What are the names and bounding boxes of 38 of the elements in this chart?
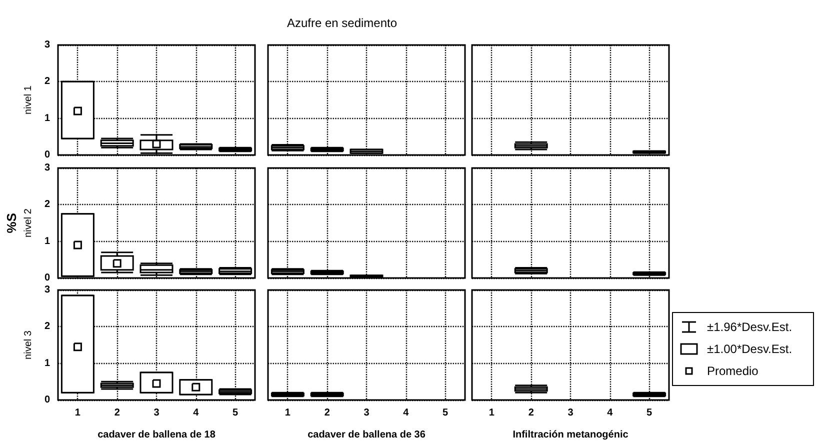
y-tick-label: 2 bbox=[44, 76, 50, 88]
y-tick-label: 0 bbox=[44, 150, 50, 160]
x-tick-label: 3 bbox=[364, 408, 370, 418]
y-axis-title: nivel 1 bbox=[23, 85, 34, 114]
x-axis-title: Infiltración metanogénic bbox=[512, 430, 629, 440]
x-tick-label: 2 bbox=[114, 408, 120, 418]
text: Promedio bbox=[707, 364, 758, 378]
x-tick-label: 4 bbox=[193, 408, 200, 418]
y-axis-title: nivel 2 bbox=[23, 208, 34, 238]
x-tick-label: 2 bbox=[324, 408, 330, 418]
y-axis-title: nivel 3 bbox=[23, 330, 34, 360]
y-tick-label: 0 bbox=[44, 272, 50, 284]
text: ±1.00*Desv.Est. bbox=[707, 342, 792, 356]
x-tick-label: 5 bbox=[442, 408, 449, 418]
x-tick-label: 1 bbox=[488, 408, 495, 418]
x-tick-label: 4 bbox=[403, 408, 410, 418]
text: ±1.96*Desv.Est. bbox=[707, 320, 792, 334]
x-tick-label: 1 bbox=[284, 408, 291, 418]
x-tick-label: 2 bbox=[528, 408, 534, 418]
x-tick-label: 3 bbox=[568, 408, 574, 418]
x-tick-label: 5 bbox=[646, 408, 653, 418]
y-tick-label: 2 bbox=[44, 199, 50, 210]
y-tick-label: 3 bbox=[44, 40, 50, 50]
y-tick-label: 0 bbox=[44, 394, 50, 406]
x-axis-title: cadaver de ballena de 18 bbox=[98, 430, 216, 440]
x-tick-label: 3 bbox=[154, 408, 160, 418]
y-tick-label: 1 bbox=[44, 358, 50, 369]
x-tick-label: 4 bbox=[607, 408, 614, 418]
x-tick-label: 1 bbox=[74, 408, 81, 418]
x-axis-title: cadaver de ballena de 36 bbox=[308, 430, 426, 440]
text: %S bbox=[4, 212, 19, 234]
x-tick-label: 5 bbox=[232, 408, 239, 418]
y-tick-label: 2 bbox=[44, 321, 50, 332]
y-tick-label: 3 bbox=[44, 284, 50, 296]
chart-title: Azufre en sedimento bbox=[286, 16, 398, 30]
y-tick-label: 1 bbox=[44, 112, 50, 124]
y-tick-label: 3 bbox=[44, 162, 50, 174]
y-tick-label: 1 bbox=[44, 236, 50, 247]
